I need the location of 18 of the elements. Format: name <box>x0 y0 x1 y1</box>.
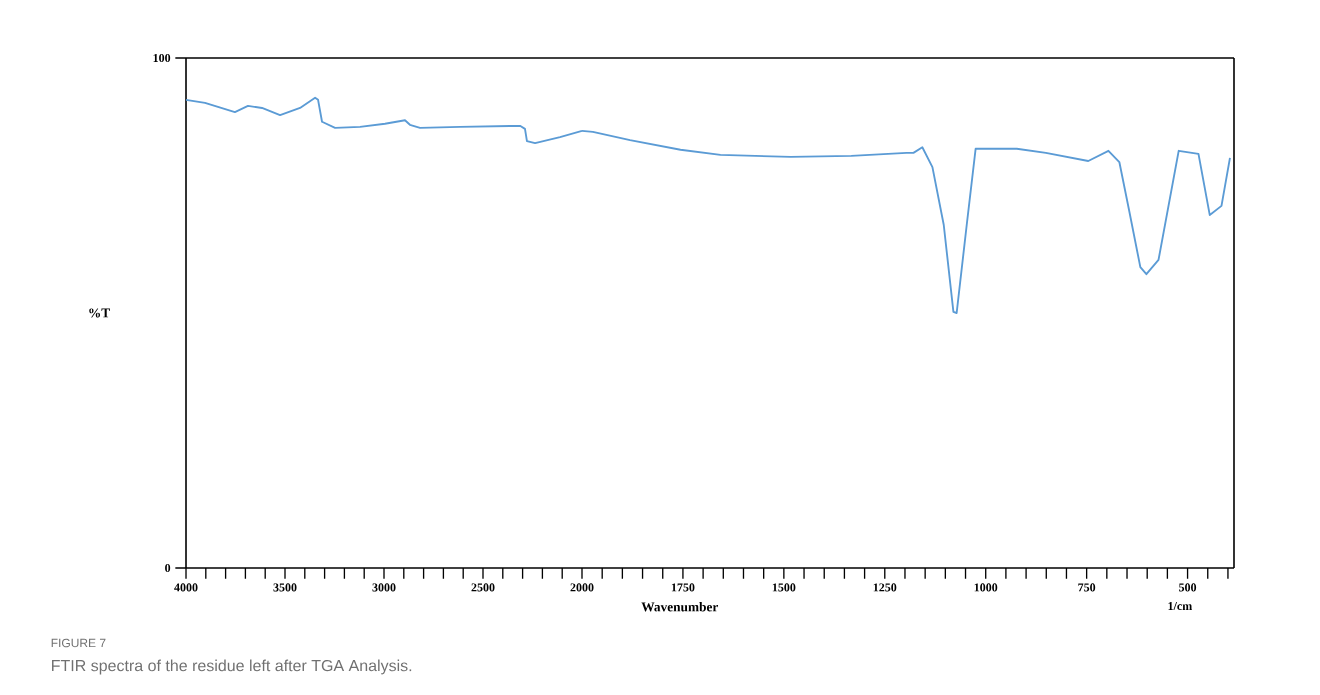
x-tick-label: 1000 <box>974 583 998 592</box>
x-axis-title: Wavenumber <box>641 602 719 612</box>
text: 1/cm <box>1168 602 1193 611</box>
x-tick-label: 3000 <box>372 583 396 592</box>
x-tick-label: 500 <box>1179 583 1197 592</box>
text: FTIR spectra of the residue left after TGA Analysis. <box>52 659 412 675</box>
x-tick-label: 4000 <box>174 583 198 592</box>
y-axis-title: %T <box>89 308 110 318</box>
x-tick-label: 3500 <box>273 583 297 592</box>
y-tick-label: 0 <box>165 563 171 573</box>
x-tick-label: 1250 <box>873 583 897 592</box>
caption: FIGURE 7 <box>51 638 106 648</box>
x-tick-label: 2000 <box>570 583 594 592</box>
x-tick-label: 2500 <box>471 583 495 592</box>
x-tick-label: 1750 <box>671 583 695 592</box>
y-tick-label: 100 <box>153 53 171 63</box>
x-tick-label: 1500 <box>772 583 796 592</box>
x-tick-label: 750 <box>1078 583 1096 592</box>
